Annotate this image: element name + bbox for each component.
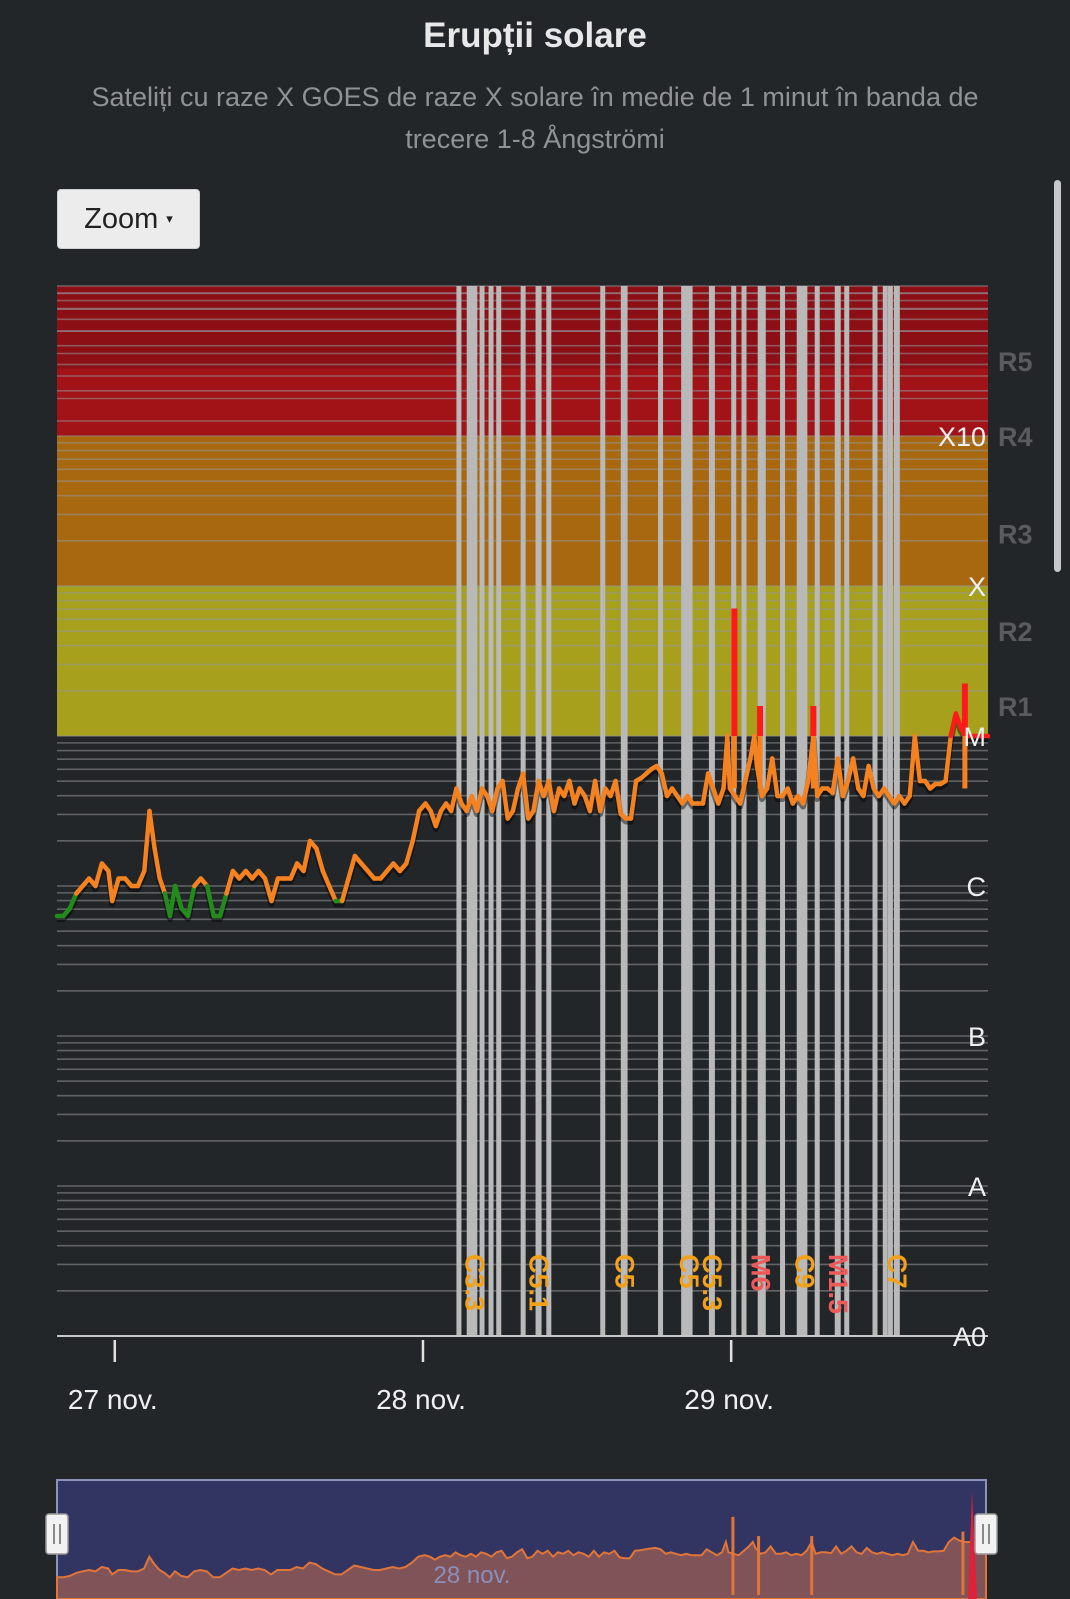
- navigator-handle-right[interactable]: [974, 1513, 998, 1555]
- series-segment: [288, 861, 300, 881]
- series-segment: [301, 838, 313, 874]
- series-segment: [840, 778, 851, 799]
- series-segment: [314, 846, 326, 874]
- flare-label: C3.3: [459, 1254, 489, 1311]
- flare-label: C5.3: [697, 1254, 727, 1311]
- series-segment: [510, 786, 521, 814]
- series-segment: [866, 763, 876, 791]
- series-segment: [800, 778, 811, 806]
- series-segment: [850, 756, 861, 791]
- series-segment: [326, 883, 338, 904]
- series-segment: [597, 786, 608, 814]
- series-segment: [204, 883, 216, 919]
- series-segment: [659, 771, 670, 799]
- radio-label: R5: [998, 347, 1033, 377]
- series-segment: [320, 868, 332, 889]
- x-tick-label: 29 nov.: [684, 1384, 774, 1415]
- series-segment: [157, 876, 168, 896]
- class-label: M: [964, 722, 987, 752]
- chart-title: Erupții solare: [423, 16, 647, 55]
- series-segment: [93, 861, 105, 889]
- flare-label: C5.1: [524, 1254, 554, 1311]
- series-segment: [172, 883, 184, 911]
- series-segment: [217, 891, 229, 919]
- class-label: X10: [938, 422, 986, 452]
- class-label: C: [967, 872, 987, 902]
- series-segment: [500, 778, 510, 821]
- zoom-dropdown-button[interactable]: Zoom ▾: [57, 189, 200, 249]
- caret-down-icon: ▾: [166, 211, 173, 226]
- series-segment: [433, 808, 444, 829]
- navigator-label: 28 nov.: [434, 1562, 511, 1589]
- series-segment: [531, 778, 541, 814]
- flare-label: M1.5: [823, 1254, 853, 1314]
- series-segment: [912, 733, 923, 784]
- series-segment: [410, 808, 422, 844]
- chart-subtitle: Sateliți cu raze X GOES de raze X solare…: [91, 82, 979, 154]
- radio-label: R4: [998, 422, 1033, 452]
- series-segment: [943, 733, 954, 784]
- series-segment: [737, 778, 748, 806]
- series-segment: [752, 733, 760, 769]
- series-segment: [454, 786, 464, 806]
- series-segment: [613, 778, 623, 817]
- series-segment: [953, 711, 964, 731]
- series-segment: [628, 778, 639, 821]
- series-segment: [147, 808, 157, 851]
- series-segment: [474, 786, 485, 814]
- navigator-series: [56, 1536, 987, 1599]
- flare-label: C7: [882, 1254, 912, 1289]
- flare-label: C5: [674, 1254, 704, 1289]
- x-tick-label: 27 nov.: [68, 1384, 158, 1415]
- series-segment: [152, 846, 162, 881]
- class-label: A: [968, 1172, 986, 1202]
- series-segment: [770, 756, 780, 799]
- series-segment: [520, 771, 531, 821]
- series-segment: [67, 891, 79, 911]
- series-segment: [346, 853, 358, 881]
- class-label: B: [968, 1022, 986, 1052]
- x-tick-label: 28 nov.: [376, 1384, 466, 1415]
- navigator-peak: [968, 1492, 977, 1599]
- class-label: A0: [953, 1322, 986, 1352]
- navigator-handle-left[interactable]: [45, 1513, 69, 1555]
- series-segment: [339, 876, 351, 904]
- radio-label: R3: [998, 520, 1033, 550]
- series-segment: [185, 883, 197, 919]
- series-segment: [835, 756, 846, 799]
- series-segment: [224, 868, 236, 896]
- series-segment: [705, 771, 716, 791]
- flare-label: M6: [746, 1254, 776, 1292]
- series-segment: [109, 876, 121, 904]
- page-scrollbar[interactable]: [1054, 180, 1061, 572]
- zoom-label: Zoom: [84, 202, 159, 235]
- flare-label: C5: [610, 1254, 640, 1289]
- series-segment: [490, 786, 500, 814]
- radio-label: R2: [998, 617, 1033, 647]
- class-label: X: [968, 572, 986, 602]
- flare-label: C9: [789, 1254, 819, 1289]
- series-segment: [135, 868, 147, 889]
- series-segment: [404, 838, 415, 866]
- radio-label: R1: [998, 692, 1033, 722]
- series-segment: [743, 756, 753, 784]
- series-segment: [269, 876, 281, 904]
- series-segment: [716, 786, 726, 806]
- series-segment: [725, 733, 733, 791]
- series-segment: [700, 771, 711, 806]
- series-segment: [551, 786, 562, 814]
